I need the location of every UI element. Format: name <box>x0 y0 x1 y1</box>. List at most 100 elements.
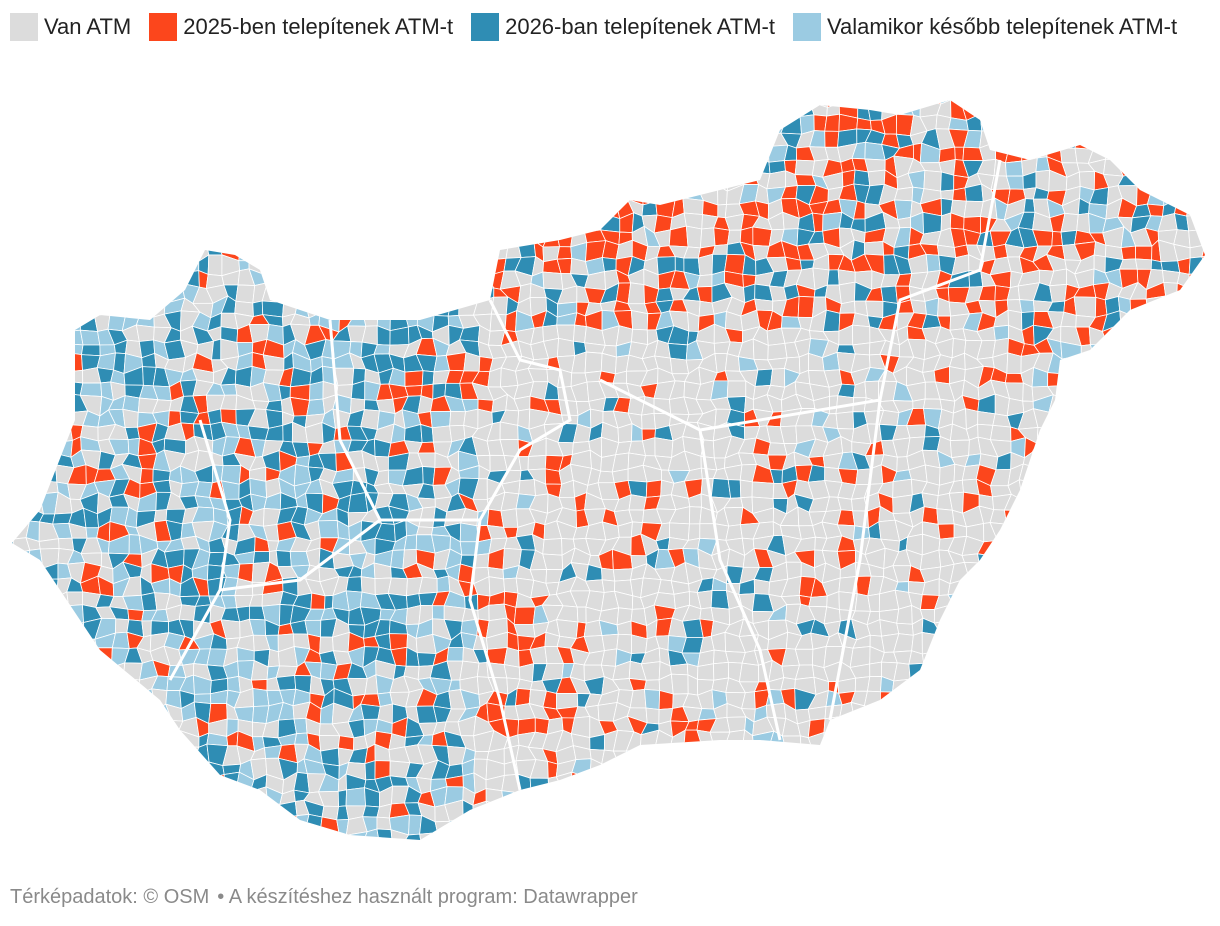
municipality <box>474 259 488 277</box>
municipality <box>1025 100 1038 106</box>
municipality <box>1062 744 1083 761</box>
municipality <box>809 100 829 108</box>
municipality <box>990 774 1011 791</box>
municipality <box>1216 298 1220 317</box>
municipality <box>1005 814 1027 834</box>
municipality <box>712 156 732 176</box>
municipality <box>291 172 313 191</box>
municipality <box>1102 633 1125 654</box>
municipality <box>12 325 32 345</box>
municipality <box>27 212 44 233</box>
municipality <box>418 576 438 595</box>
municipality <box>783 778 797 790</box>
municipality <box>641 143 660 164</box>
municipality <box>96 647 113 669</box>
municipality <box>1145 832 1162 840</box>
municipality <box>212 158 225 178</box>
municipality <box>485 159 507 175</box>
municipality <box>797 295 815 318</box>
municipality <box>949 799 970 818</box>
municipality <box>739 785 757 808</box>
municipality <box>1106 133 1121 146</box>
municipality <box>920 717 942 736</box>
municipality <box>12 340 29 358</box>
municipality <box>337 103 352 123</box>
municipality <box>975 816 999 831</box>
municipality <box>12 674 31 696</box>
municipality <box>922 211 942 235</box>
municipality <box>866 676 882 693</box>
municipality <box>530 789 550 809</box>
municipality <box>992 633 1012 653</box>
municipality <box>1174 565 1194 583</box>
municipality <box>94 183 117 202</box>
municipality <box>1215 552 1220 569</box>
municipality <box>951 771 970 794</box>
municipality <box>252 200 268 214</box>
municipality <box>991 100 1011 108</box>
municipality <box>965 759 978 781</box>
municipality <box>1120 245 1136 260</box>
municipality <box>1201 814 1205 833</box>
municipality <box>96 860 112 870</box>
municipality <box>724 745 744 766</box>
municipality <box>1192 803 1205 816</box>
municipality <box>727 771 741 794</box>
municipality <box>631 857 644 870</box>
municipality <box>546 130 562 147</box>
municipality <box>600 352 617 375</box>
municipality <box>739 127 760 150</box>
municipality <box>1019 619 1040 638</box>
municipality <box>823 731 842 751</box>
municipality <box>645 707 660 725</box>
municipality <box>1089 343 1110 356</box>
municipality <box>1214 172 1220 190</box>
municipality <box>150 786 168 808</box>
municipality <box>1160 310 1179 332</box>
municipality <box>80 787 98 806</box>
municipality <box>27 818 44 834</box>
municipality <box>1144 650 1166 667</box>
municipality <box>252 141 268 164</box>
municipality <box>460 197 479 220</box>
municipality <box>141 114 157 137</box>
municipality <box>993 589 1010 609</box>
municipality <box>332 229 353 246</box>
municipality <box>1034 857 1051 870</box>
municipality <box>474 226 490 247</box>
municipality <box>0 190 10 200</box>
municipality <box>500 508 519 528</box>
municipality <box>1073 483 1097 496</box>
municipality <box>23 407 42 427</box>
municipality <box>253 846 270 859</box>
municipality <box>289 396 311 417</box>
municipality <box>68 787 89 808</box>
municipality <box>727 158 741 178</box>
municipality <box>135 773 158 793</box>
municipality <box>1119 633 1134 650</box>
municipality <box>891 678 914 693</box>
municipality <box>1093 606 1106 627</box>
municipality <box>503 647 520 668</box>
municipality <box>24 255 43 275</box>
municipality <box>1088 505 1106 524</box>
municipality <box>266 211 284 234</box>
municipality <box>164 118 186 132</box>
municipality <box>127 187 142 204</box>
municipality <box>234 200 256 219</box>
municipality <box>865 820 882 832</box>
municipality <box>1174 680 1191 692</box>
municipality <box>309 380 324 401</box>
municipality <box>319 296 340 317</box>
municipality <box>756 127 773 150</box>
municipality <box>317 129 337 150</box>
municipality <box>375 861 392 870</box>
municipality <box>249 230 268 244</box>
municipality <box>696 772 719 792</box>
municipality <box>724 141 743 165</box>
municipality <box>1077 860 1092 870</box>
municipality <box>181 160 199 175</box>
municipality <box>12 132 26 149</box>
municipality <box>126 298 141 315</box>
